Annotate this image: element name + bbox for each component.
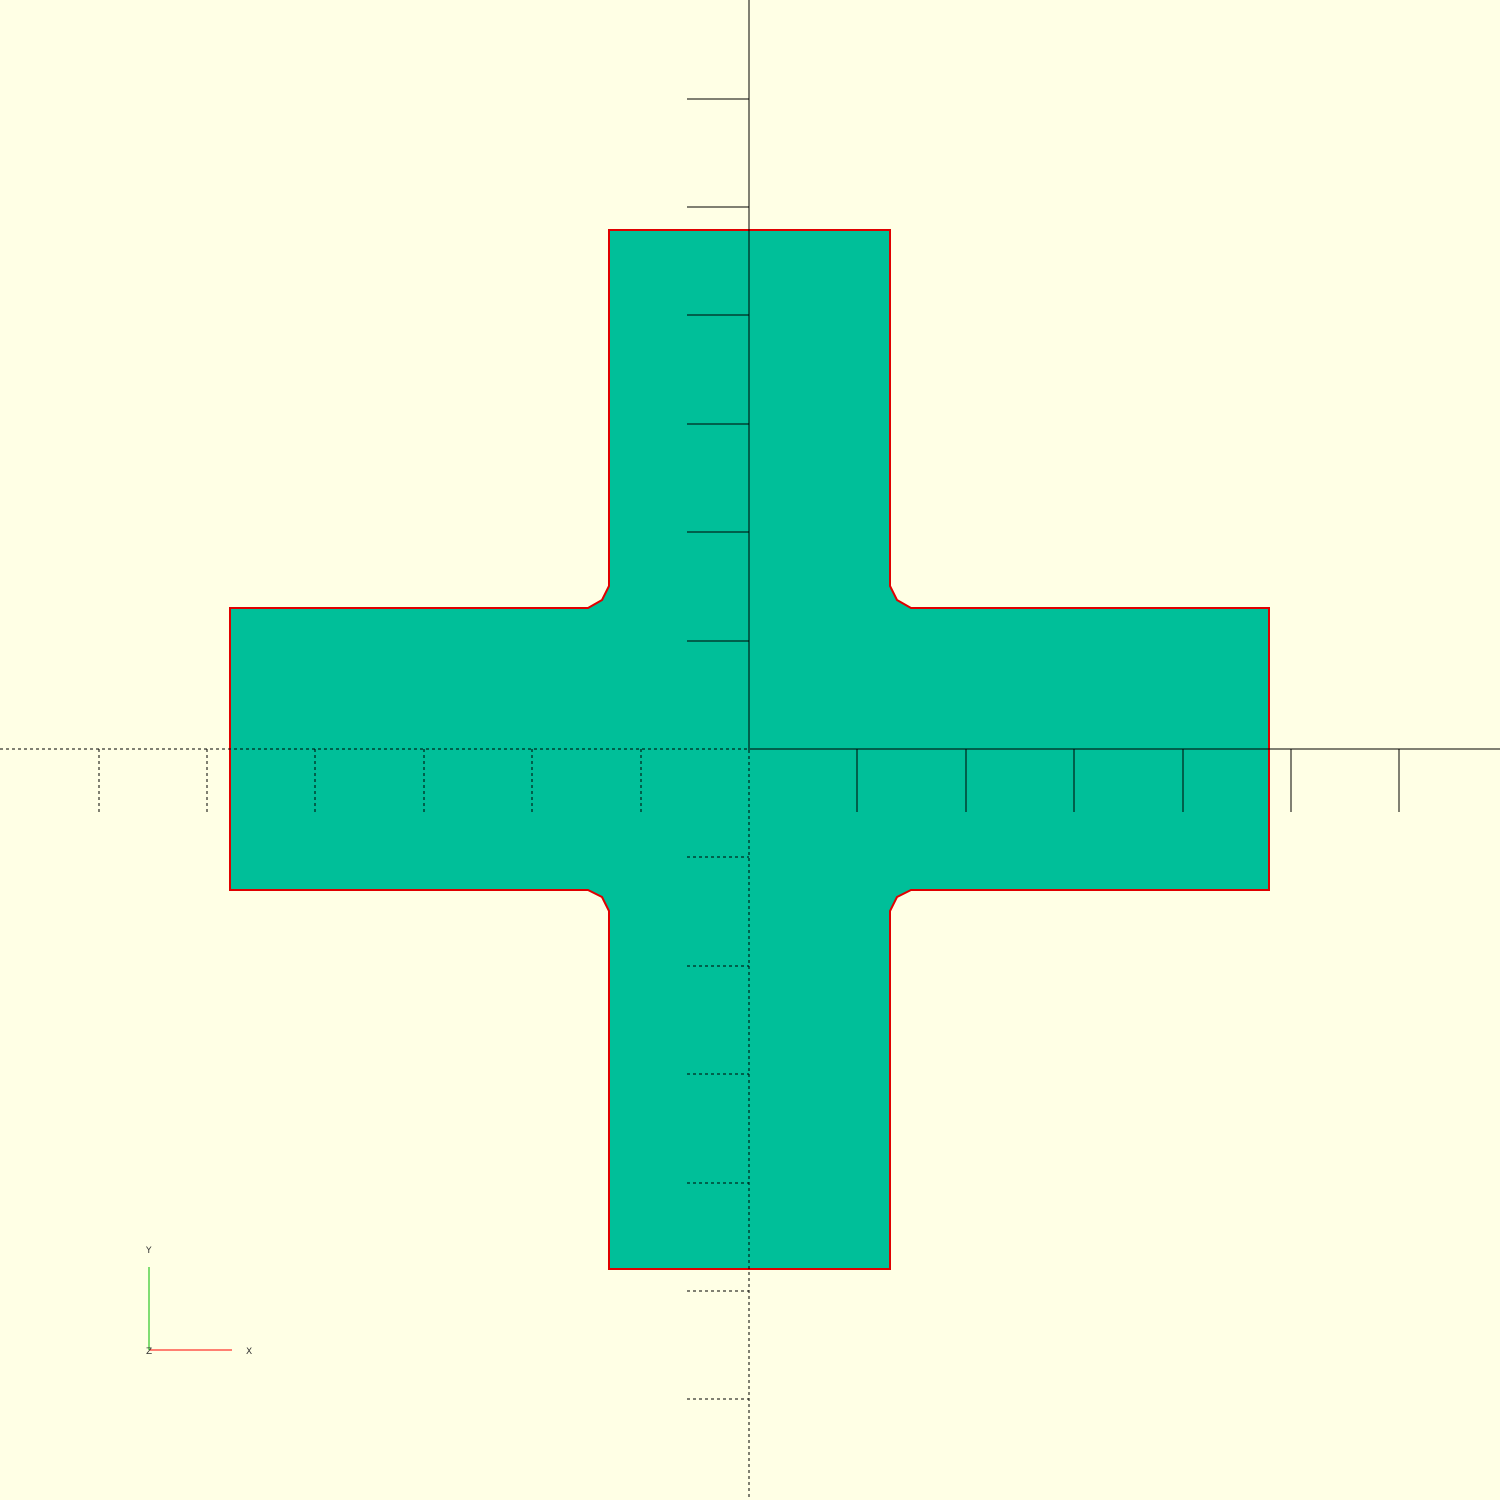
axis-ticks	[98, 98, 1400, 1400]
gizmo-y-label: Y	[145, 1246, 152, 1256]
gizmo-z-label: Z	[146, 1347, 152, 1357]
gizmo-x-label: X	[246, 1347, 252, 1357]
axis-orientation-gizmo: X Y Z	[145, 1246, 252, 1357]
